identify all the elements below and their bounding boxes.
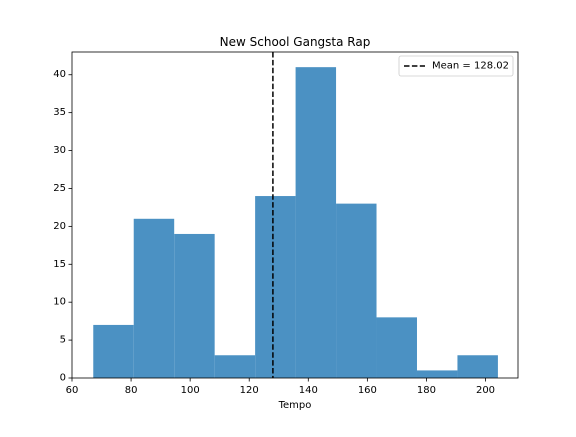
histogram-bar — [174, 233, 215, 378]
histogram-bar — [457, 355, 498, 378]
bars-layer — [93, 67, 498, 379]
x-axis-label: Tempo — [278, 400, 312, 411]
histogram-bar — [93, 324, 134, 378]
histogram-bar — [255, 196, 296, 378]
x-tick-label: 180 — [417, 385, 436, 396]
x-tick-label: 200 — [476, 385, 495, 396]
legend-box — [398, 55, 514, 77]
y-tick-label: 5 — [60, 335, 66, 346]
x-axis: 60 80 100 120 140 160 180 200 — [66, 378, 495, 396]
histogram-bar — [416, 370, 458, 378]
y-tick-label: 20 — [53, 221, 66, 232]
legend-label: Mean = 128.02 — [432, 61, 509, 72]
x-tick-label: 140 — [299, 385, 318, 396]
y-tick-label: 0 — [60, 373, 66, 384]
y-tick-label: 30 — [53, 145, 66, 156]
histogram-bar — [376, 317, 417, 378]
histogram-bar — [214, 355, 256, 378]
y-axis: 0 5 10 15 20 25 30 35 40 — [53, 69, 72, 384]
x-tick-label: 60 — [66, 385, 79, 396]
y-tick-label: 25 — [53, 183, 66, 194]
x-tick-label: 120 — [240, 385, 259, 396]
plot-frame — [71, 51, 519, 379]
legend: Mean = 128.02 — [398, 55, 514, 77]
y-tick-label: 15 — [53, 259, 66, 270]
histogram-bar — [336, 203, 377, 378]
histogram-bar — [133, 218, 175, 378]
y-tick-label: 10 — [53, 297, 66, 308]
x-tick-label: 160 — [358, 385, 377, 396]
histogram-bar — [295, 67, 337, 379]
y-tick-label: 40 — [53, 69, 66, 80]
x-tick-label: 80 — [125, 385, 138, 396]
x-tick-label: 100 — [181, 385, 200, 396]
chart-title: New School Gangsta Rap — [220, 35, 371, 49]
y-tick-label: 35 — [53, 107, 66, 118]
